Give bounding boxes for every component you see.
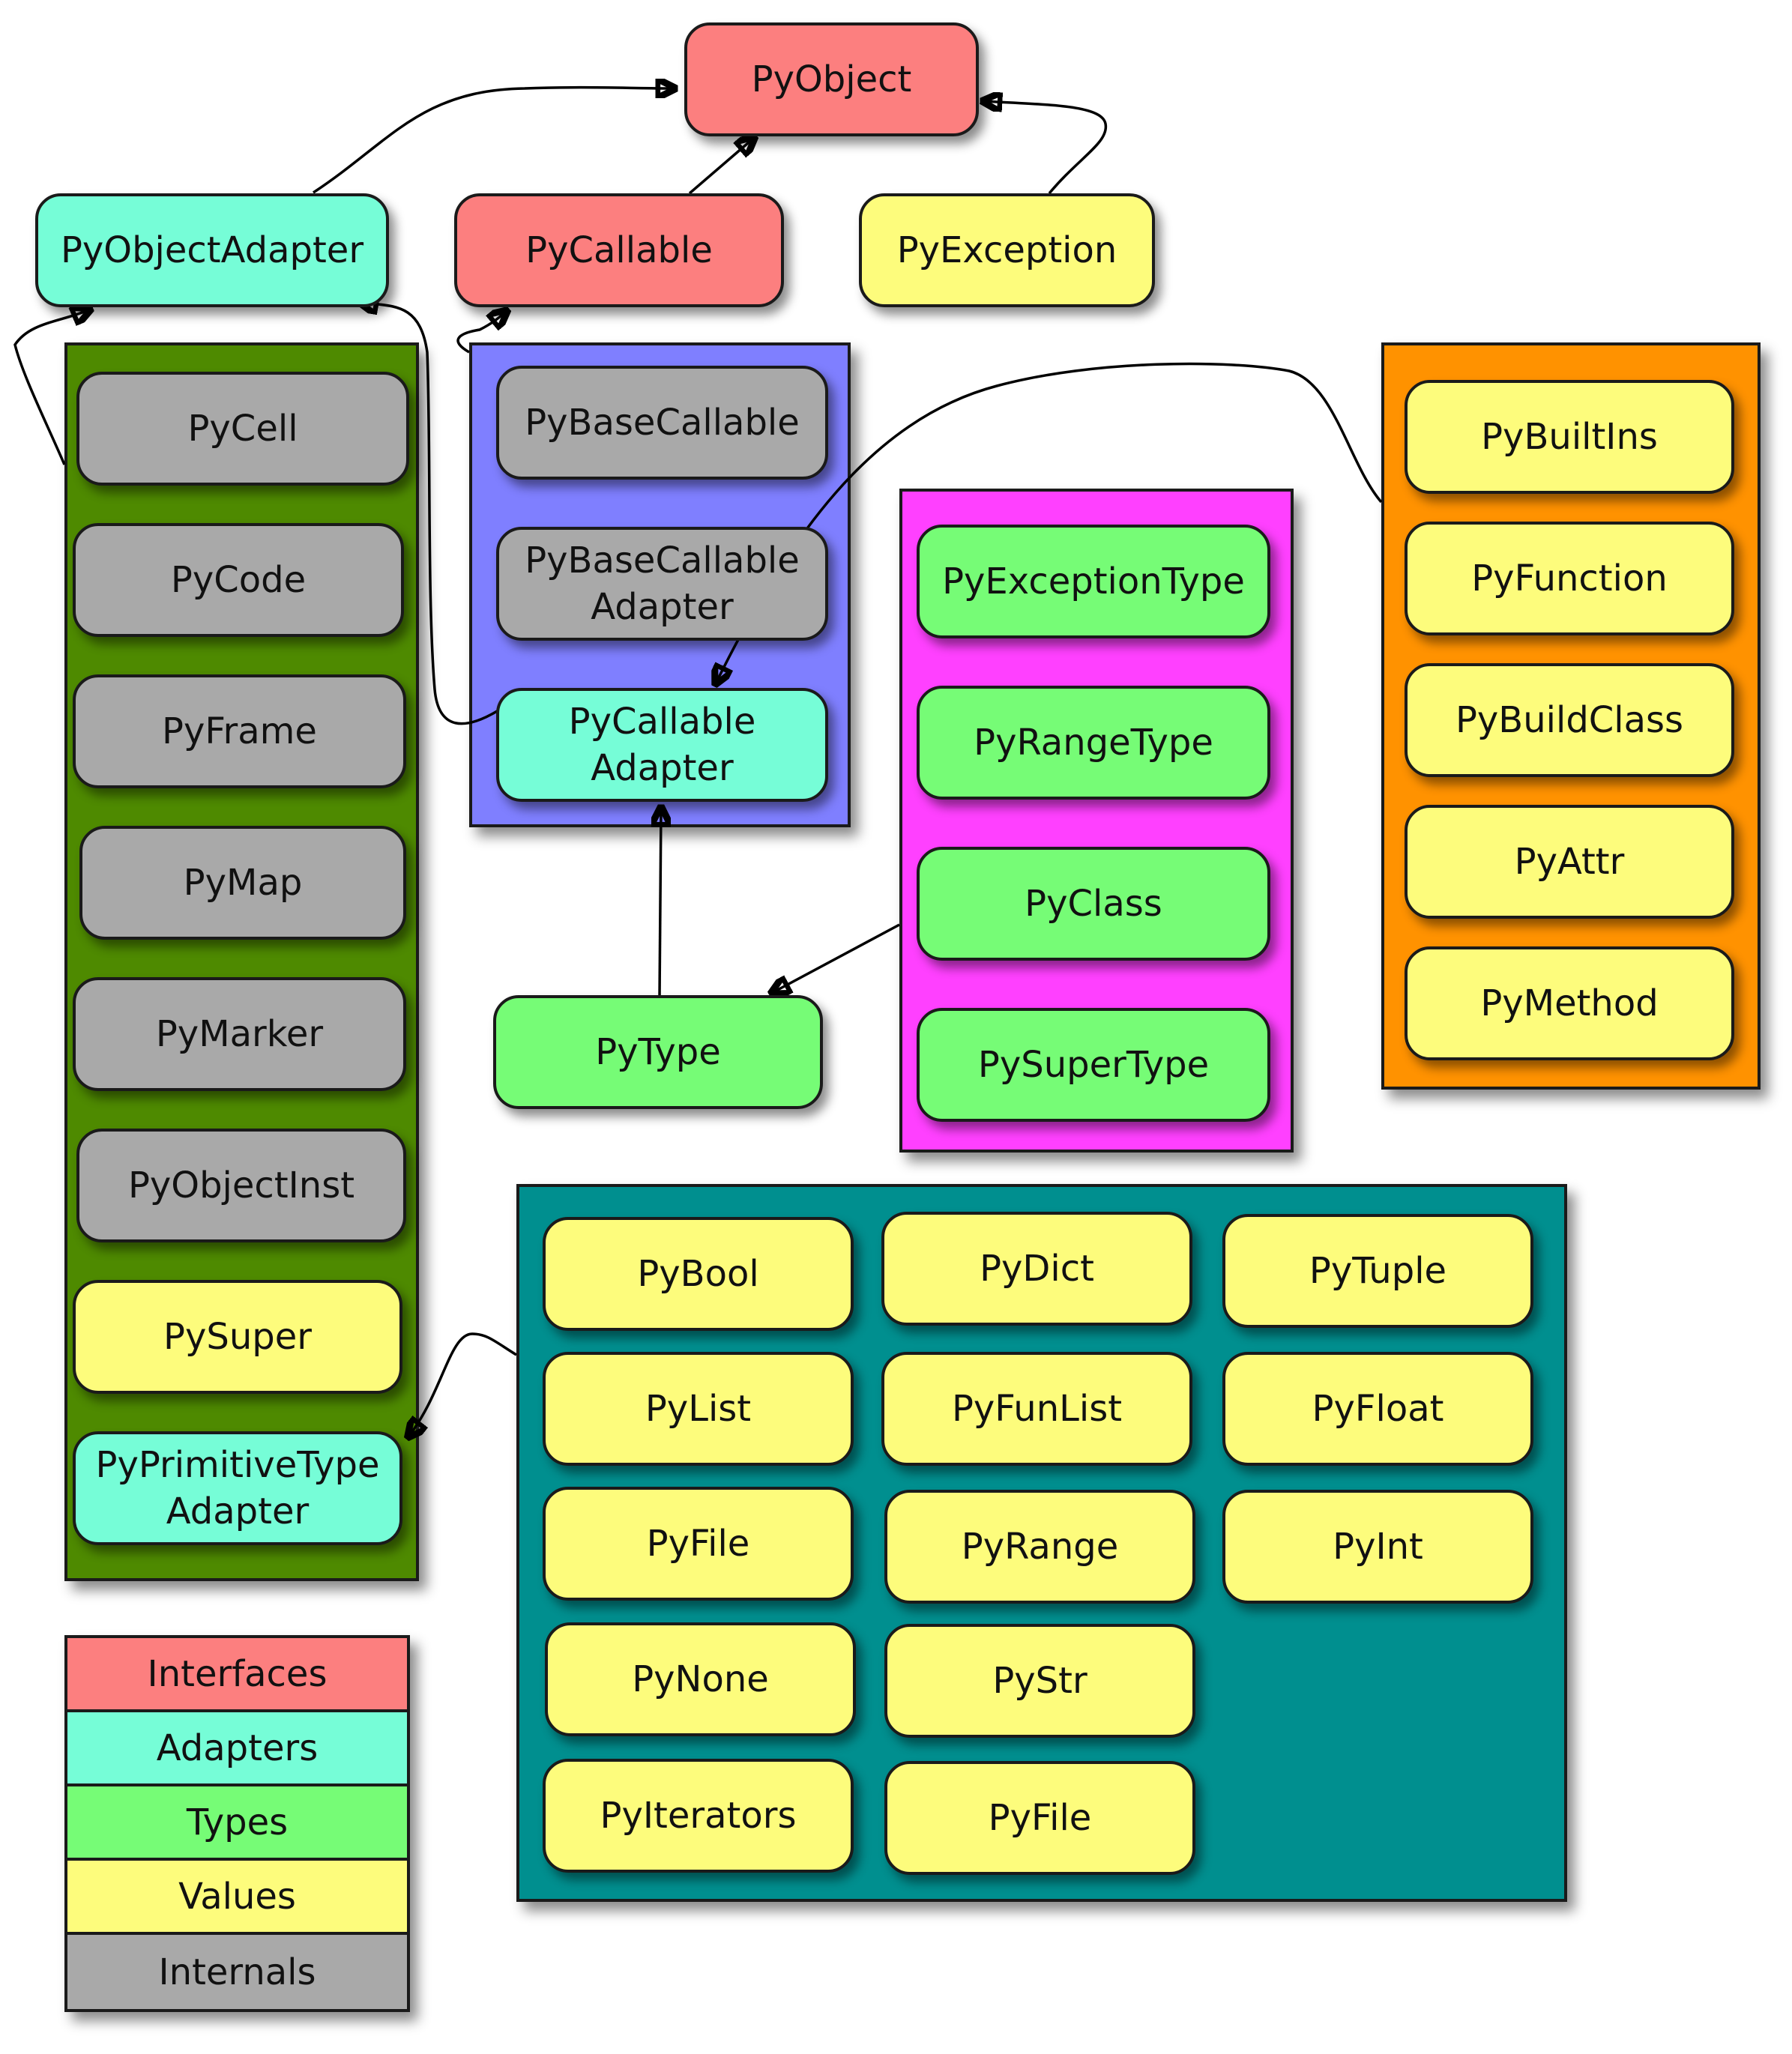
- node-pycode: PyCode: [73, 523, 404, 637]
- edge-objectadapter-to-object: [313, 88, 675, 194]
- legend-types: Types: [67, 1786, 407, 1861]
- node-pycallable: PyCallable: [454, 193, 784, 307]
- node-pyint: PyInt: [1222, 1490, 1533, 1604]
- legend-label: Values: [178, 1875, 296, 1918]
- node-pystr: PyStr: [884, 1624, 1195, 1738]
- node-pycallableadapter: PyCallable Adapter: [496, 688, 828, 802]
- legend-label: Types: [186, 1801, 289, 1843]
- node-pyfloat: PyFloat: [1222, 1352, 1533, 1466]
- node-pydict: PyDict: [881, 1212, 1192, 1326]
- node-pyprimitivetypeadapter: PyPrimitiveType Adapter: [73, 1431, 402, 1545]
- node-pysuper: PySuper: [73, 1280, 402, 1394]
- node-pyfunction: PyFunction: [1405, 522, 1734, 635]
- node-pyframe: PyFrame: [73, 674, 406, 788]
- node-pyrange: PyRange: [884, 1490, 1195, 1604]
- legend-adapters: Adapters: [67, 1712, 407, 1786]
- node-pyexception: PyException: [859, 193, 1155, 307]
- node-pybool: PyBool: [543, 1217, 854, 1331]
- node-pyfile-1: PyFile: [543, 1487, 854, 1601]
- edge-internals-to-objectadapter: [13, 309, 90, 465]
- node-pymethod: PyMethod: [1405, 946, 1734, 1060]
- node-pycell: PyCell: [76, 372, 409, 486]
- node-pymap: PyMap: [79, 826, 406, 940]
- node-pynone: PyNone: [545, 1622, 856, 1736]
- node-pyiterators: PyIterators: [543, 1759, 854, 1873]
- legend-label: Interfaces: [147, 1652, 328, 1695]
- node-pyfunlist: PyFunList: [881, 1352, 1192, 1466]
- node-pylist: PyList: [543, 1352, 854, 1466]
- node-pybasecallableadapter: PyBaseCallable Adapter: [496, 527, 828, 641]
- edge-types-to-pytype: [772, 923, 900, 993]
- node-pyobject: PyObject: [684, 22, 979, 136]
- edge-pytype-to-callableadapter: [660, 808, 661, 997]
- node-pytype: PyType: [493, 995, 823, 1109]
- legend-internals: Internals: [67, 1935, 407, 2009]
- legend-label: Internals: [158, 1951, 316, 1993]
- legend-interfaces: Interfaces: [67, 1638, 407, 1712]
- edge-callables-to-callable: [456, 311, 507, 354]
- node-pyfile-2: PyFile: [884, 1761, 1195, 1875]
- node-pyobjectinst: PyObjectInst: [76, 1129, 406, 1242]
- node-pytuple: PyTuple: [1222, 1214, 1533, 1328]
- edge-exception-to-object: [983, 101, 1108, 195]
- node-pybuiltins: PyBuiltIns: [1405, 380, 1734, 494]
- node-pyobjectadapter: PyObjectAdapter: [35, 193, 389, 307]
- legend-values: Values: [67, 1861, 407, 1935]
- node-pybasecallable: PyBaseCallable: [496, 366, 828, 480]
- legend: Interfaces Adapters Types Values Interna…: [64, 1635, 410, 2012]
- node-pyrangetype: PyRangeType: [917, 686, 1270, 800]
- node-pyattr: PyAttr: [1405, 805, 1734, 919]
- node-pysupertype: PySuperType: [917, 1008, 1270, 1122]
- edge-callable-to-object: [688, 138, 754, 195]
- edge-values-to-primitiveadapter: [408, 1332, 517, 1437]
- node-pyexceptiontype: PyExceptionType: [917, 525, 1270, 638]
- edge-builtins-to-callableadapter: [716, 362, 1383, 683]
- legend-label: Adapters: [156, 1727, 319, 1769]
- node-pybuildclass: PyBuildClass: [1405, 663, 1734, 777]
- node-pyclass: PyClass: [917, 847, 1270, 961]
- edge-callableadapter-to-objectadapter: [360, 302, 499, 725]
- node-pymarker: PyMarker: [73, 977, 406, 1091]
